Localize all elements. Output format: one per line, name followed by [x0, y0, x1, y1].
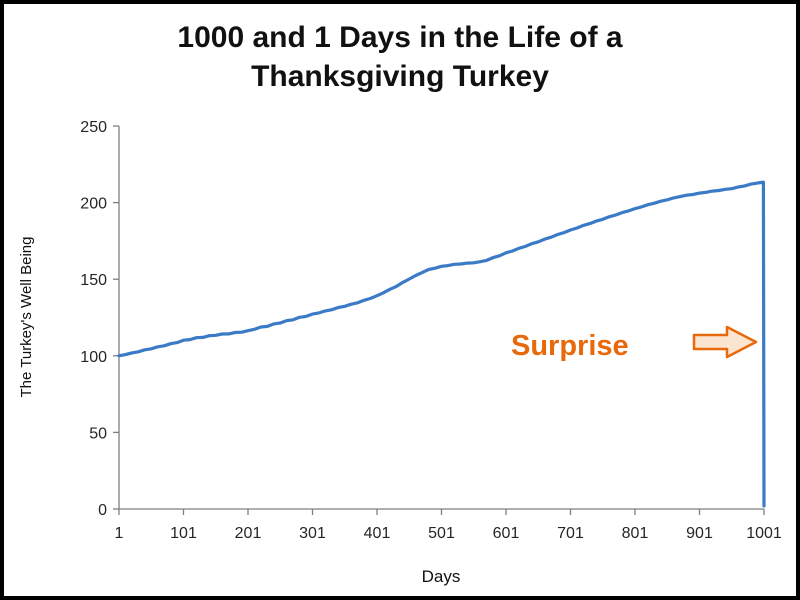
chart-overlay: The Turkey's Well Being Days Surprise	[18, 237, 758, 586]
y-axis-label: The Turkey's Well Being	[18, 237, 35, 398]
x-tick-label: 601	[493, 525, 520, 542]
x-tick-label: 801	[622, 525, 649, 542]
turkey-line-chart: 0 50 100 150 200 250 1 101 201 301 401 501 601 701 801…	[80, 119, 782, 542]
y-tick-label: 250	[80, 119, 107, 136]
x-axis-label: Days	[422, 567, 461, 586]
surprise-annotation: Surprise	[511, 330, 629, 362]
turkey-wellbeing-line	[117, 180, 766, 508]
y-tick-label: 200	[80, 196, 107, 213]
x-tick-label: 301	[299, 525, 326, 542]
right-arrow-icon	[692, 325, 758, 359]
y-tick-label: 100	[80, 349, 107, 366]
x-tick-label: 1	[115, 525, 124, 542]
y-tick-label: 150	[80, 272, 107, 289]
x-tick-label: 701	[557, 525, 584, 542]
x-tick-label: 901	[686, 525, 713, 542]
y-tick-label: 50	[89, 425, 107, 442]
x-tick-label: 1001	[746, 525, 782, 542]
y-tick-label: 0	[98, 502, 107, 519]
x-tick-label: 101	[170, 525, 197, 542]
x-tick-label: 401	[364, 525, 391, 542]
x-tick-label: 501	[428, 525, 455, 542]
chart-title: 1000 and 1 Days in the Life of a Thanksg…	[177, 21, 623, 93]
x-tick-label: 201	[235, 525, 262, 542]
